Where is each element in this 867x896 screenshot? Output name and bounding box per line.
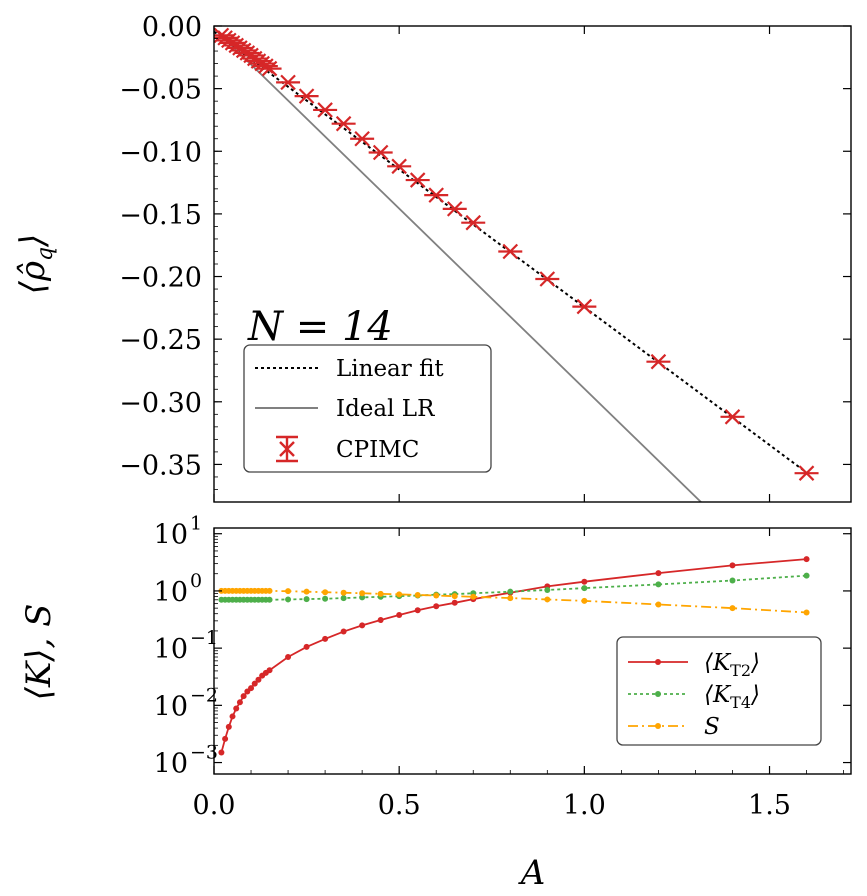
series-point-1 [729, 562, 735, 568]
series-point-2 [322, 596, 328, 602]
top-y-tick-label: −0.35 [119, 450, 202, 481]
bottom-y-tick-label: 10 [154, 691, 188, 722]
series-point-1 [230, 713, 236, 719]
series-point-1 [233, 706, 239, 712]
top-y-tick-label: 0.00 [142, 12, 202, 43]
top-panel: 0.00−0.05−0.10−0.15−0.20−0.25−0.30−0.35 … [13, 12, 851, 605]
series-point-1 [655, 570, 661, 576]
series-point-2 [507, 589, 513, 595]
series-point-3 [507, 595, 513, 601]
bottom-y-tick-exponent: 0 [190, 570, 202, 592]
cpimc-point [646, 355, 670, 369]
legend-linear-fit-label: Linear fit [336, 356, 444, 382]
series-point-3 [304, 589, 310, 595]
series-point-3 [267, 588, 273, 594]
top-y-tick-label: −0.25 [119, 325, 202, 356]
legend-marker-1 [655, 659, 661, 665]
series-point-3 [396, 591, 402, 597]
legend-ideal-lr-label: Ideal LR [336, 396, 435, 422]
series-point-1 [218, 749, 224, 755]
x-axis-label: A [518, 853, 546, 893]
top-y-tick-label: −0.15 [119, 200, 202, 231]
series-point-1 [452, 600, 458, 606]
bottom-y-tick-label: 10 [154, 749, 188, 780]
series-point-3 [804, 609, 810, 615]
cpimc-point [350, 132, 374, 146]
x-tick-label: 0.5 [378, 790, 421, 821]
series-point-3 [285, 588, 291, 594]
series-point-2 [804, 573, 810, 579]
series-point-3 [322, 589, 328, 595]
series-point-1 [396, 612, 402, 618]
series-point-3 [378, 591, 384, 597]
top-y-tick-label: −0.10 [119, 137, 202, 168]
legend-marker-3 [655, 723, 661, 729]
series-point-2 [285, 596, 291, 602]
series-point-3 [433, 593, 439, 599]
series-point-2 [267, 597, 273, 603]
series-point-2 [341, 595, 347, 601]
cpimc-point [498, 244, 522, 258]
series-point-1 [415, 607, 421, 613]
series-point-2 [544, 587, 550, 593]
top-legend: Linear fit Ideal LR CPIMC [244, 345, 491, 472]
cpimc-point [795, 466, 819, 480]
series-point-1 [222, 736, 228, 742]
legend-marker-2 [655, 691, 661, 697]
series-point-1 [359, 622, 365, 628]
series-point-1 [378, 617, 384, 623]
series-point-1 [341, 629, 347, 635]
sample-size-annotation: N = 14 [247, 304, 393, 350]
x-tick-label: 1.5 [748, 790, 791, 821]
cpimc-point [387, 159, 411, 173]
series-point-1 [237, 699, 243, 705]
series-point-1 [581, 579, 587, 585]
x-tick-label: 1.0 [563, 790, 606, 821]
series-point-1 [267, 667, 273, 673]
series-point-1 [433, 603, 439, 609]
bottom-y-tick-label: 10 [154, 520, 188, 551]
top-y-axis-label: ⟨ρ̂q⟩ [13, 234, 58, 295]
series-line-3 [221, 591, 806, 613]
top-y-tick-label: −0.30 [119, 388, 202, 419]
series-point-1 [304, 644, 310, 650]
bottom-y-axis-label: ⟨K⟩, S [19, 604, 59, 701]
series-point-1 [804, 556, 810, 562]
series-point-2 [304, 596, 310, 602]
series-point-3 [452, 593, 458, 599]
top-y-tick-label: −0.05 [119, 75, 202, 106]
cpimc-point [535, 272, 559, 286]
bottom-y-tick-exponent: 1 [190, 513, 202, 535]
legend-cpimc-label: CPIMC [336, 437, 419, 463]
series-point-2 [655, 581, 661, 587]
series-point-3 [544, 596, 550, 602]
series-point-1 [226, 724, 232, 730]
bottom-legend: ⟨KT2⟩⟨KT4⟩S [617, 637, 821, 745]
top-y-tick-label: −0.20 [119, 263, 202, 294]
x-tick-label: 0.0 [193, 790, 236, 821]
cpimc-point [332, 117, 356, 131]
series-point-3 [341, 590, 347, 596]
series-point-3 [729, 605, 735, 611]
series-point-1 [285, 654, 291, 660]
series-point-1 [322, 636, 328, 642]
series-point-2 [729, 578, 735, 584]
cpimc-point [369, 146, 393, 160]
series-point-2 [581, 585, 587, 591]
series-point-3 [581, 598, 587, 604]
bottom-y-tick-label: 10 [154, 577, 188, 608]
series-point-3 [470, 594, 476, 600]
cpimc-point [406, 173, 430, 187]
series-point-3 [359, 590, 365, 596]
series-point-3 [415, 592, 421, 598]
series-line-2 [221, 576, 806, 600]
legend-label-3: S [704, 714, 720, 740]
series-point-1 [241, 693, 247, 699]
series-point-3 [655, 601, 661, 607]
bottom-y-tick-label: 10 [154, 634, 188, 665]
